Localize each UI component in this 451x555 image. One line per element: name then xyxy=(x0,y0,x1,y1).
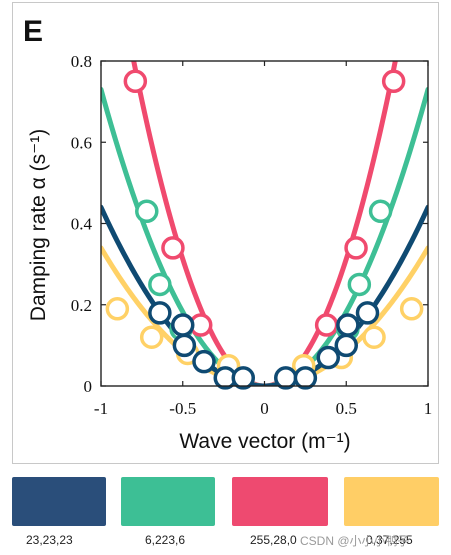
x-tick-label-2: -0.5 xyxy=(169,399,196,418)
palette-label-2: 6,223,6 xyxy=(145,533,186,547)
data-point-s4-10 xyxy=(334,333,358,358)
data-point-s1-7 xyxy=(362,325,386,349)
data-point-s1-1 xyxy=(105,297,130,321)
data-point-s4-9 xyxy=(316,345,341,370)
data-point-s4-1 xyxy=(148,301,172,325)
data-point-s4-7 xyxy=(274,366,298,390)
watermark: CSDN @小小小鸭子 xyxy=(300,534,410,548)
y-tick-label-4: 0.6 xyxy=(71,133,92,152)
x-axis-label: Wave vector (m⁻¹) xyxy=(179,430,350,453)
panel-letter: E xyxy=(23,15,43,48)
palette-swatch-3 xyxy=(232,477,328,526)
data-point-s2-1 xyxy=(123,69,148,94)
y-axis-label: Damping rate α (s⁻¹) xyxy=(27,129,50,321)
y-tick-label-1: 0 xyxy=(84,377,93,396)
palette-label-3: 255,28,0 xyxy=(250,533,297,547)
palette-swatch-1 xyxy=(12,477,106,526)
data-point-s1-8 xyxy=(399,297,424,321)
y-tick-label-3: 0.4 xyxy=(71,215,93,234)
y-tick-label-2: 0.2 xyxy=(71,296,92,315)
x-tick-label-5: 1 xyxy=(424,399,433,418)
data-point-s2-2 xyxy=(161,236,185,260)
data-point-s4-4 xyxy=(192,349,216,374)
data-point-s4-12 xyxy=(355,301,380,325)
palette-swatch-4 xyxy=(344,477,439,526)
data-point-s2-5 xyxy=(344,236,368,260)
data-point-s4-3 xyxy=(172,333,197,358)
x-tick-label-1: -1 xyxy=(94,399,108,418)
x-tick-label-3: 0 xyxy=(260,399,269,418)
data-point-s4-6 xyxy=(231,366,255,390)
y-tick-label-5: 0.8 xyxy=(71,52,92,71)
fit-curve-2 xyxy=(131,61,398,386)
x-tick-label-4: 0.5 xyxy=(336,399,357,418)
palette-label-4: 0,37,255 xyxy=(366,533,413,547)
fit-curve-3 xyxy=(101,86,428,386)
data-point-s2-4 xyxy=(314,313,339,337)
fit-curve-1 xyxy=(101,245,428,386)
data-point-s3-6 xyxy=(368,199,393,224)
data-point-s4-11 xyxy=(336,313,360,337)
data-point-s4-8 xyxy=(293,366,318,390)
data-point-s1-2 xyxy=(139,325,164,349)
data-point-s4-2 xyxy=(171,313,195,337)
data-point-s3-2 xyxy=(148,272,172,297)
data-point-s2-6 xyxy=(381,69,406,94)
data-point-s3-5 xyxy=(347,272,372,297)
palette-label-1: 23,23,23 xyxy=(26,533,73,547)
figure-panel: E -1 -0.5 0 0.5 1 0 0.2 0.4 0.6 0.8 Wave vector (… xyxy=(12,2,439,464)
chart: E -1 -0.5 0 0.5 1 0 0.2 0.4 0.6 0.8 Wave vector (… xyxy=(23,15,433,453)
data-point-s3-1 xyxy=(135,199,159,224)
palette-swatch-2 xyxy=(121,477,215,526)
